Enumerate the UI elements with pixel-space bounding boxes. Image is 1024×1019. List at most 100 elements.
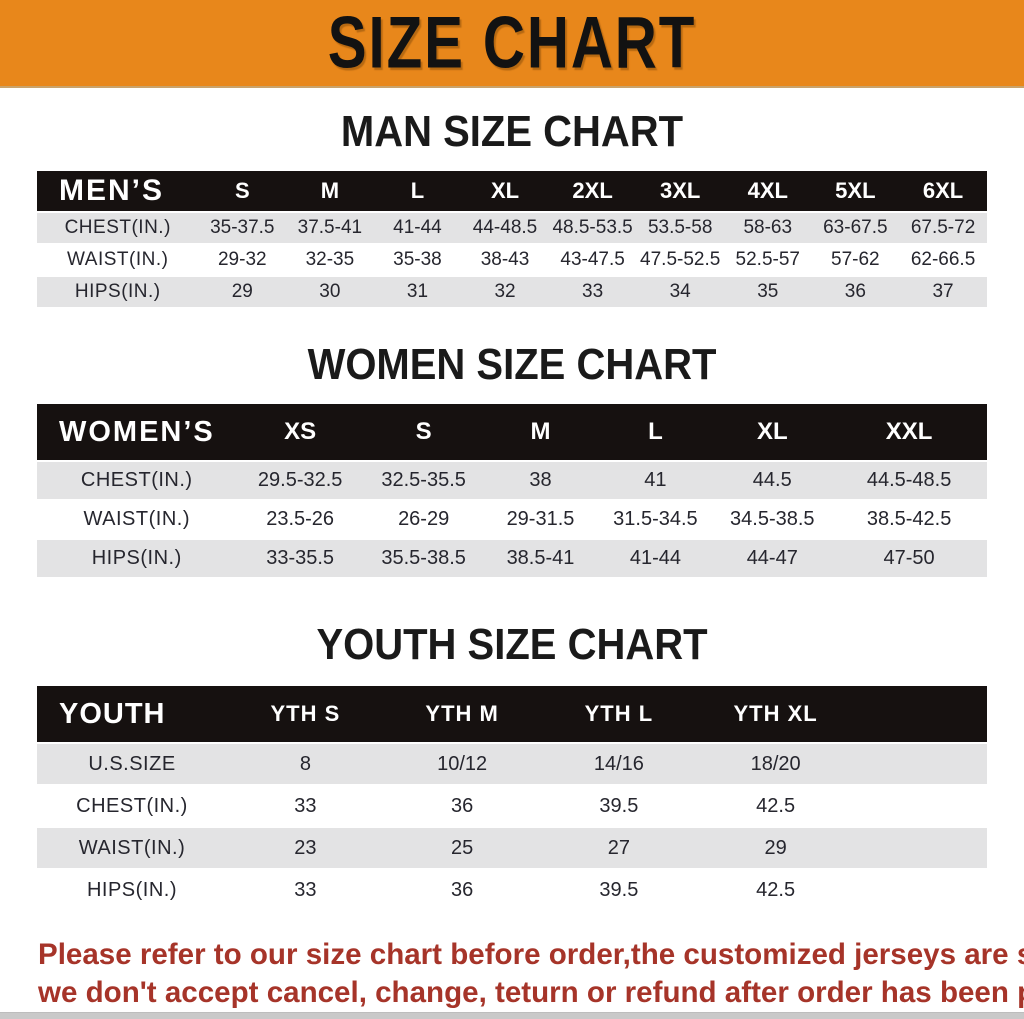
measure-label: HIPS(IN.): [86, 878, 178, 901]
size-cell: 38: [529, 469, 552, 491]
mens-hips-row: HIPS(IN.) 29 30 31 32 33 34 35 36 37: [37, 277, 987, 307]
size-cell: 41-44: [629, 547, 681, 569]
size-cell: 30: [319, 281, 341, 302]
size-cell: 33: [294, 794, 317, 817]
size-cell: 34: [669, 281, 691, 302]
bottom-edge-strip: [0, 1012, 1024, 1019]
page-title: SIZE CHART: [327, 2, 697, 84]
size-cell: 32-35: [305, 249, 355, 270]
youth-size-table: YOUTH YTH S YTH M YTH L YTH XL U.S.SIZE …: [37, 684, 987, 912]
size-column-header: XL: [756, 418, 788, 445]
size-cell: 33: [582, 281, 604, 302]
size-cell: 47.5-52.5: [640, 249, 721, 270]
header-spacer: [854, 686, 987, 742]
youth-waist-row: WAIST(IN.) 23 25 27 29: [37, 828, 987, 868]
measure-label: HIPS(IN.): [74, 281, 161, 302]
measure-label: U.S.SIZE: [88, 752, 176, 775]
size-cell: 32: [494, 281, 516, 302]
size-cell: 41: [644, 469, 667, 491]
size-cell: 62-66.5: [910, 249, 976, 270]
youth-section-title: YOUTH SIZE CHART: [316, 621, 708, 669]
size-column-header: XL: [490, 178, 520, 203]
size-cell: 33-35.5: [266, 547, 335, 569]
size-cell: 48.5-53.5: [552, 217, 633, 238]
size-column-header: M: [530, 418, 551, 445]
size-column-header: YTH M: [425, 701, 499, 726]
size-column-header: S: [415, 418, 432, 445]
size-cell: 8: [299, 752, 311, 775]
order-disclaimer: Please refer to our size chart before or…: [38, 936, 1024, 1012]
womens-chest-row: CHEST(IN.) 29.5-32.5 32.5-35.5 38 41 44.…: [37, 462, 987, 499]
size-cell: 10/12: [437, 752, 488, 775]
mens-header-row: MEN’S S M L XL 2XL 3XL 4XL 5XL 6XL: [37, 171, 987, 211]
size-cell: 43-47.5: [560, 249, 625, 270]
size-cell: 29: [764, 836, 787, 859]
size-cell: 27: [607, 836, 630, 859]
mens-header-label: MEN’S: [59, 174, 165, 207]
size-cell: 23.5-26: [266, 508, 335, 530]
mens-waist-row: WAIST(IN.) 29-32 32-35 35-38 38-43 43-47…: [37, 245, 987, 275]
size-cell: 29: [231, 281, 253, 302]
size-cell: 41-44: [393, 217, 442, 238]
size-cell: 18/20: [750, 752, 801, 775]
size-cell: 29-31.5: [506, 508, 575, 530]
size-cell: 44-48.5: [472, 217, 538, 238]
youth-chest-row: CHEST(IN.) 33 36 39.5 42.5: [37, 786, 987, 826]
size-cell: 58-63: [743, 217, 793, 238]
youth-header-row: YOUTH YTH S YTH M YTH L YTH XL: [37, 686, 987, 742]
size-cell: 52.5-57: [735, 249, 800, 270]
measure-label: WAIST(IN.): [78, 836, 186, 859]
measure-label: CHEST(IN.): [76, 794, 188, 817]
size-cell: 29.5-32.5: [257, 469, 343, 491]
size-cell: 57-62: [831, 249, 880, 270]
size-column-header: S: [234, 178, 250, 203]
size-cell: 38.5-41: [506, 547, 575, 569]
measure-label: WAIST(IN.): [67, 249, 169, 270]
size-cell: 44-47: [746, 547, 798, 569]
disclaimer-line-1: Please refer to our size chart before or…: [38, 938, 1024, 971]
womens-waist-row: WAIST(IN.) 23.5-26 26-29 29-31.5 31.5-34…: [37, 501, 987, 538]
size-cell: 37: [932, 281, 954, 302]
size-cell: 67.5-72: [910, 217, 976, 238]
mens-chest-row: CHEST(IN.) 35-37.5 37.5-41 41-44 44-48.5…: [37, 213, 987, 243]
size-cell: 47-50: [883, 547, 935, 569]
youth-header-label: YOUTH: [59, 697, 166, 730]
measure-label: WAIST(IN.): [83, 508, 190, 530]
size-cell: 39.5: [599, 794, 639, 817]
size-cell: 36: [844, 281, 866, 302]
size-cell: 44.5: [752, 469, 792, 491]
size-cell: 14/16: [593, 752, 644, 775]
size-column-header: 4XL: [747, 178, 788, 203]
size-column-header: 5XL: [835, 178, 876, 203]
size-cell: 42.5: [756, 794, 796, 817]
disclaimer-line-2: we don't accept cancel, change, teturn o…: [38, 976, 1024, 1010]
size-cell: 63-67.5: [823, 217, 888, 238]
womens-header-row: WOMEN’S XS S M L XL XXL: [37, 404, 987, 460]
size-cell: 38.5-42.5: [866, 508, 952, 530]
mens-size-table: MEN’S S M L XL 2XL 3XL 4XL 5XL 6XL CHEST…: [37, 169, 987, 309]
size-cell: 35-37.5: [210, 217, 275, 238]
man-section-title: MAN SIZE CHART: [340, 108, 684, 156]
size-cell: 39.5: [599, 878, 639, 901]
cell-spacer: [854, 828, 987, 868]
size-cell: 31: [406, 281, 429, 302]
size-cell: 53.5-58: [647, 217, 713, 238]
measure-label: HIPS(IN.): [91, 547, 182, 569]
womens-hips-row: HIPS(IN.) 33-35.5 35.5-38.5 38.5-41 41-4…: [37, 540, 987, 577]
size-cell: 42.5: [756, 878, 796, 901]
youth-hips-row: HIPS(IN.) 33 36 39.5 42.5: [37, 870, 987, 910]
size-cell: 35: [757, 281, 779, 302]
womens-header-label: WOMEN’S: [59, 415, 215, 448]
size-cell: 34.5-38.5: [730, 508, 815, 530]
size-cell: 37.5-41: [297, 217, 363, 238]
size-cell: 29-32: [217, 249, 267, 270]
size-cell: 36: [451, 878, 474, 901]
size-column-header: XS: [284, 418, 317, 445]
size-column-header: YTH S: [270, 701, 341, 726]
youth-ussize-row: U.S.SIZE 8 10/12 14/16 18/20: [37, 744, 987, 784]
cell-spacer: [854, 786, 987, 826]
measure-label: CHEST(IN.): [64, 217, 171, 238]
size-cell: 35-38: [393, 249, 442, 270]
size-chart-banner: SIZE CHART: [0, 0, 1024, 88]
size-cell: 31.5-34.5: [613, 508, 698, 530]
